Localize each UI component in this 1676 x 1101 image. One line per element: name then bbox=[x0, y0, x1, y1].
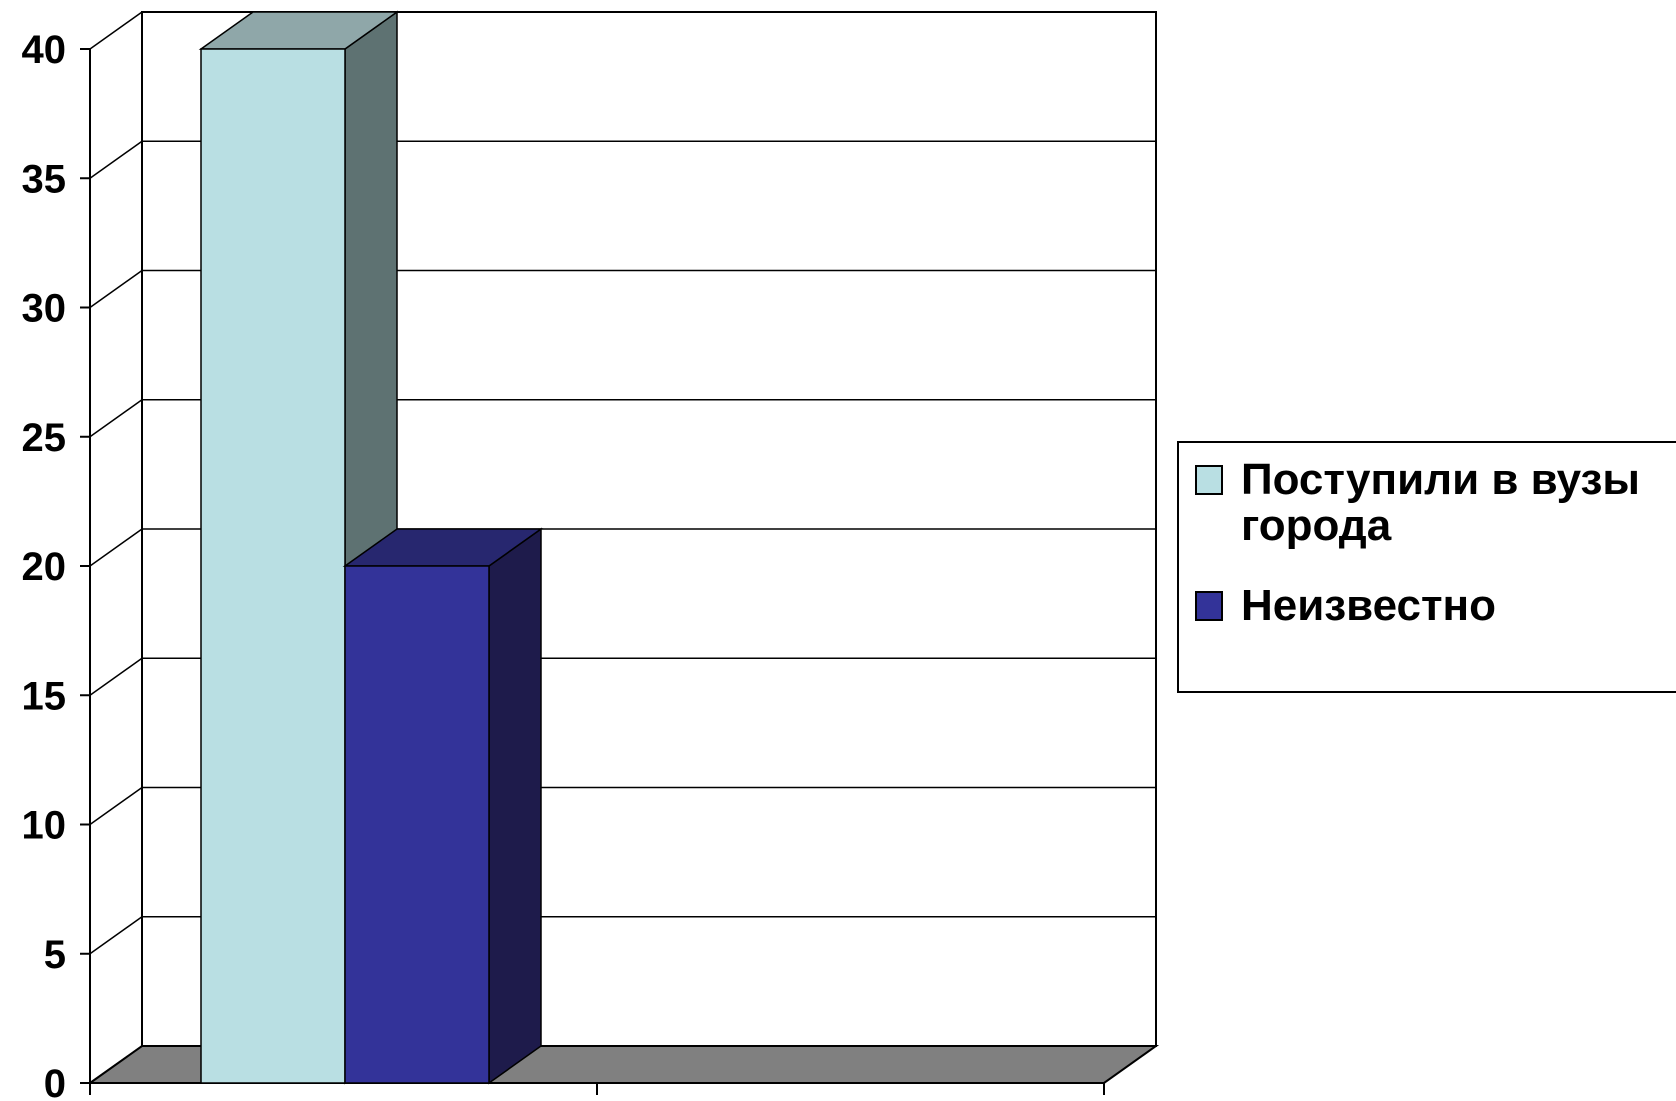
legend-label-series-2: Неизвестно bbox=[1241, 581, 1496, 630]
y-tick-label-10: 10 bbox=[22, 804, 67, 848]
side-gridline-10 bbox=[89, 786, 143, 826]
bar-2-side bbox=[488, 527, 542, 1085]
side-gridline-30 bbox=[89, 269, 143, 309]
side-gridline-40 bbox=[89, 11, 143, 50]
side-gridline-25 bbox=[89, 399, 143, 438]
legend: Поступили в вузы города Неизвестно bbox=[1177, 441, 1676, 693]
side-gridline-15 bbox=[89, 657, 143, 696]
legend-label-series-1: Поступили в вузы города bbox=[1241, 455, 1640, 550]
bar-1 bbox=[198, 10, 400, 1085]
side-gridline-35 bbox=[89, 140, 143, 179]
y-tick-label-15: 15 bbox=[22, 674, 67, 718]
bar-1-front bbox=[200, 48, 346, 1084]
side-gridline-20 bbox=[89, 528, 143, 567]
legend-swatch-series-2 bbox=[1195, 591, 1223, 621]
bar-2-front bbox=[344, 565, 490, 1084]
y-tick-label-0: 0 bbox=[44, 1062, 66, 1101]
y-tick-label-25: 25 bbox=[22, 416, 67, 460]
y-tick-label-35: 35 bbox=[22, 157, 67, 201]
side-gridline-5 bbox=[89, 916, 143, 955]
bar-2 bbox=[342, 527, 544, 1085]
y-tick-label-20: 20 bbox=[22, 545, 67, 589]
y-tick-label-30: 30 bbox=[22, 287, 67, 331]
side-gridline-0 bbox=[89, 1045, 143, 1084]
y-tick-label-40: 40 bbox=[22, 28, 67, 72]
y-tick-label-5: 5 bbox=[44, 933, 66, 977]
legend-swatch-series-1 bbox=[1195, 465, 1223, 495]
